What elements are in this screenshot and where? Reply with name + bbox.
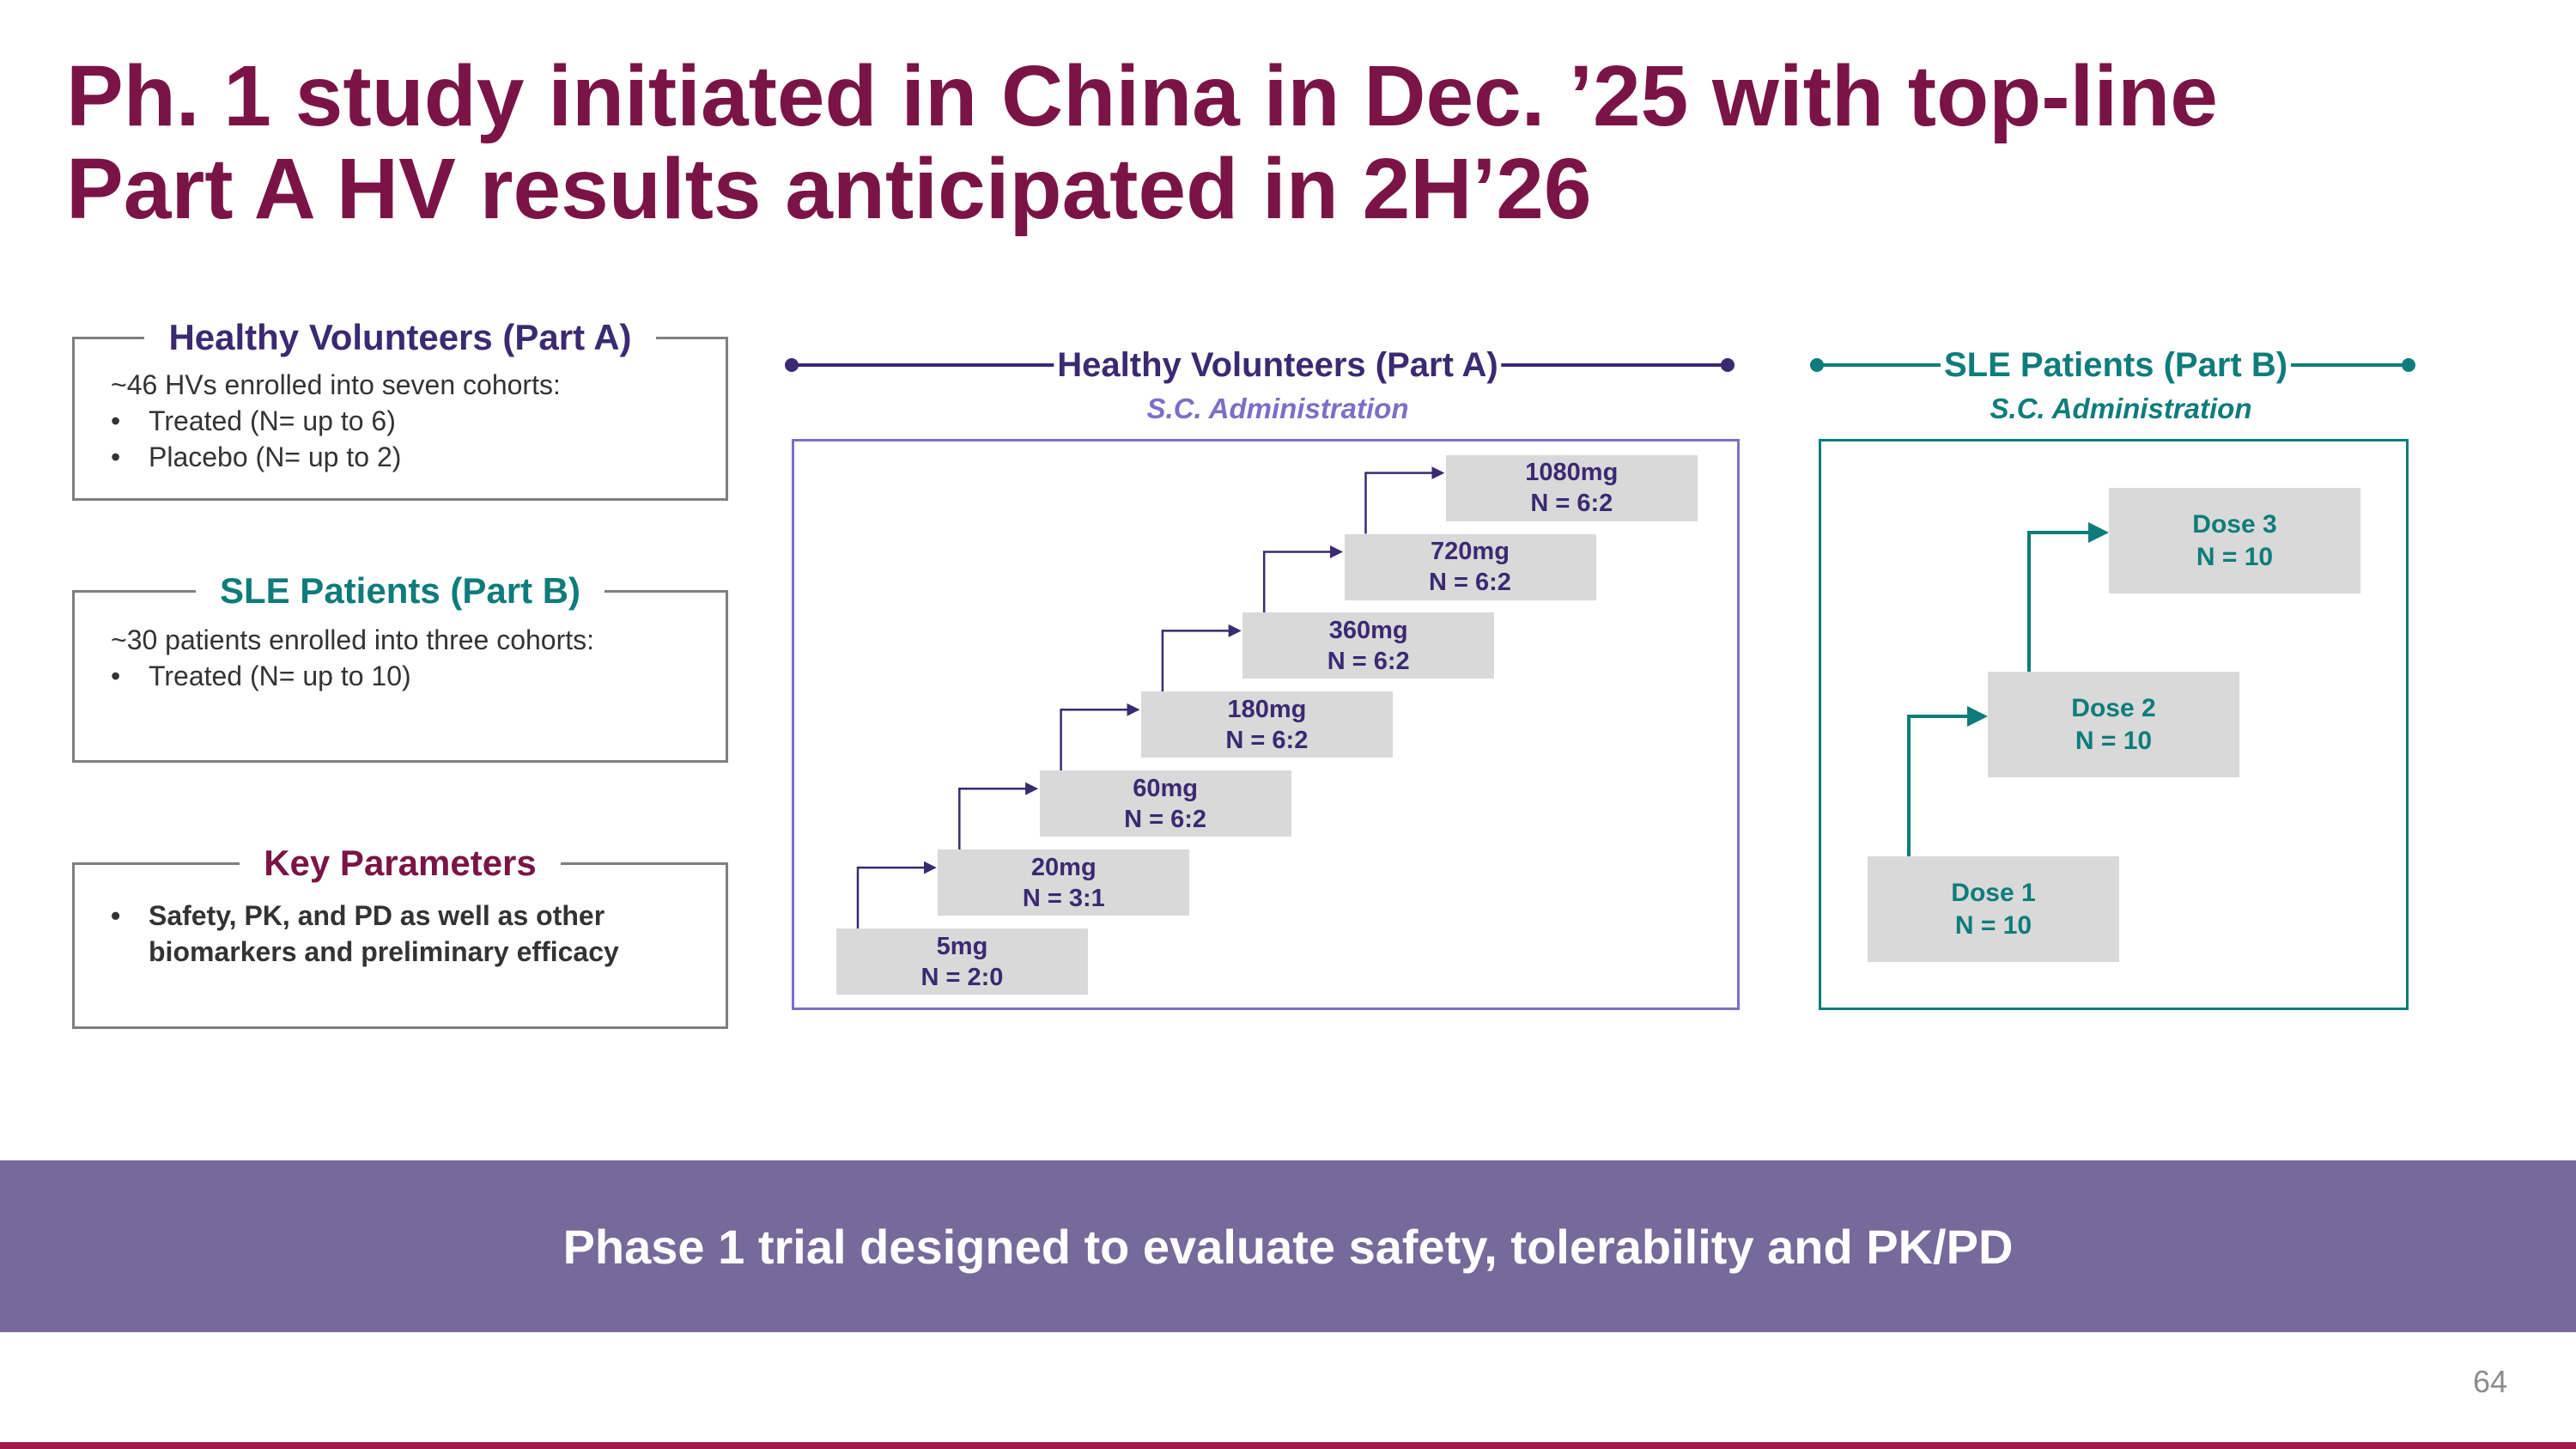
cohort-dose: 720mg [1431, 538, 1510, 565]
part-b-frame [1819, 439, 2409, 1010]
dose-n: N = 10 [1954, 910, 2032, 940]
dose-box-3: Dose 3 N = 10 [2109, 488, 2360, 594]
hv-summary-heading: Healthy Volunteers (Part A) [144, 317, 656, 357]
cohort-box-60mg: 60mg N = 6:2 [1039, 770, 1291, 837]
part-a-title: Healthy Volunteers (Part A) [1054, 344, 1502, 386]
sle-summary-box: SLE Patients (Part B) ~30 patients enrol… [72, 570, 728, 763]
part-b-subtitle: S.C. Administration [1990, 393, 2252, 424]
dose-label: Dose 1 [1951, 878, 2036, 907]
key-parameters-heading: Key Parameters [240, 843, 561, 883]
part-a-line-start-dot [785, 358, 799, 372]
escalation-arrow [1262, 545, 1343, 613]
cohort-box-20mg: 20mg N = 3:1 [938, 849, 1190, 916]
cohort-box-180mg: 180mg N = 6:2 [1140, 691, 1393, 758]
escalation-arrow [2027, 522, 2109, 672]
dose-n: N = 10 [2196, 542, 2274, 571]
list-item: • Treated (N= up to 10) [111, 661, 411, 691]
page-number: 64 [2473, 1364, 2508, 1399]
bottom-accent-line [0, 1442, 2576, 1449]
part-b-line-end-dot [2402, 358, 2415, 372]
cohort-dose: 1080mg [1525, 459, 1619, 487]
page-title: Ph. 1 study initiated in China in Dec. ’… [66, 50, 2218, 235]
title-line-2: Part A HV results anticipated in 2H’26 [66, 141, 1592, 237]
sle-summary-heading: SLE Patients (Part B) [195, 570, 605, 611]
cohort-n: N = 6:2 [1429, 569, 1511, 596]
cohort-dose: 20mg [1030, 853, 1097, 881]
sle-summary-intro: ~30 patients enrolled into three cohorts… [111, 624, 595, 655]
summary-banner: Phase 1 trial designed to evaluate safet… [0, 1160, 2576, 1332]
escalation-arrow [1161, 624, 1242, 692]
escalation-arrow [1364, 466, 1445, 534]
cohort-dose: 60mg [1133, 774, 1198, 802]
list-item: • Placebo (N= up to 2) [111, 441, 402, 472]
part-a-line-end-dot [1721, 358, 1735, 372]
title-line-1: Ph. 1 study initiated in China in Dec. ’… [66, 48, 2218, 144]
part-b-title: SLE Patients (Part B) [1940, 344, 2292, 386]
cohort-n: N = 3:1 [1022, 884, 1105, 912]
cohort-n: N = 6:2 [1225, 726, 1309, 754]
cohort-n: N = 6:2 [1530, 490, 1613, 518]
cohort-box-5mg: 5mg N = 2:0 [836, 928, 1088, 995]
cohort-dose: 5mg [936, 932, 988, 960]
hv-summary-box: Healthy Volunteers (Part A) ~46 HVs enro… [72, 317, 728, 501]
cohort-n: N = 6:2 [1124, 805, 1207, 833]
dose-label: Dose 2 [2071, 693, 2156, 722]
escalation-arrow [958, 782, 1039, 850]
cohort-dose: 180mg [1227, 695, 1307, 723]
dose-label: Dose 3 [2192, 509, 2277, 539]
cohort-n: N = 2:0 [920, 963, 1004, 991]
cohort-n: N = 6:2 [1327, 647, 1410, 675]
cohort-box-1080mg: 1080mg N = 6:2 [1445, 454, 1698, 521]
dose-box-2: Dose 2 N = 10 [1988, 672, 2239, 777]
part-a-subtitle: S.C. Administration [1146, 393, 1409, 424]
cohort-box-360mg: 360mg N = 6:2 [1242, 612, 1495, 679]
hv-summary-intro: ~46 HVs enrolled into seven cohorts: [111, 369, 561, 400]
escalation-arrow [1060, 703, 1140, 771]
escalation-arrow [1907, 706, 1988, 856]
cohort-box-720mg: 720mg N = 6:2 [1344, 533, 1596, 600]
list-item: • Safety, PK, and PD as well as other biom… [111, 900, 619, 967]
part-a-frame [792, 439, 1740, 1010]
escalation-arrow [856, 861, 937, 928]
part-b-line-start-dot [1810, 358, 1824, 372]
dose-box-1: Dose 1 N = 10 [1868, 856, 2119, 962]
key-parameters-box: Key Parameters • Safety, PK, and PD as we… [72, 843, 728, 1029]
list-item: • Treated (N= up to 6) [111, 405, 396, 436]
cohort-dose: 360mg [1328, 616, 1408, 644]
dose-n: N = 10 [2075, 726, 2153, 755]
banner-text: Phase 1 trial designed to evaluate safet… [562, 1219, 2014, 1274]
